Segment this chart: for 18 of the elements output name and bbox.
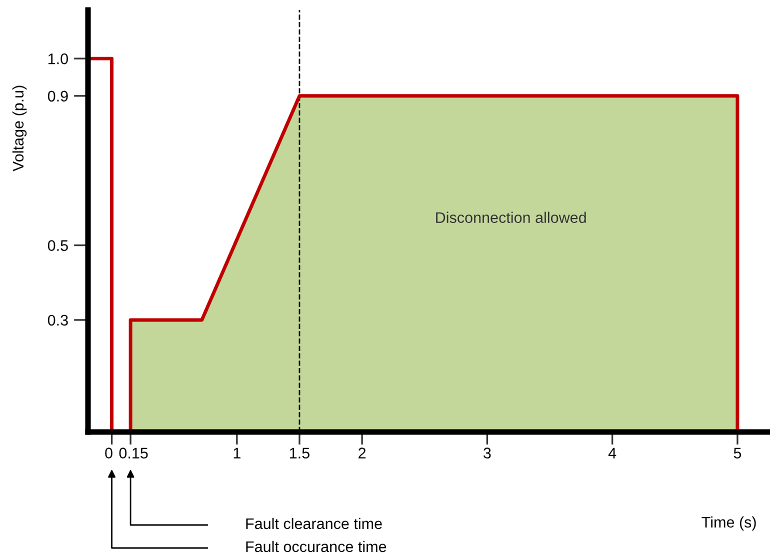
x-tick-label: 2	[358, 448, 366, 458]
x-tick-label: 4	[608, 448, 616, 458]
text: Fault clearance time	[246, 518, 382, 530]
y-axis-title: Voltage (p.u)	[12, 86, 27, 172]
x-tick-label: 3	[484, 448, 491, 458]
x-tick-label: 0.15	[119, 448, 148, 458]
y-tick-label: 0.5	[48, 240, 68, 251]
y-tick-label: 1.0	[48, 53, 68, 64]
y-tick-label: 0.9	[48, 90, 68, 102]
x-tick-label: 1.5	[290, 448, 310, 458]
annotation: Disconnection allowed	[436, 212, 586, 223]
x-tick-label: 5	[734, 448, 742, 458]
x-tick-label: 0	[105, 448, 112, 458]
line-series	[88, 56, 740, 432]
x-tick-label: 1	[234, 448, 240, 458]
y-tick-label: 0.3	[48, 314, 68, 326]
text: Fault occurance time	[246, 540, 386, 552]
x-axis-title: Time (s)	[702, 516, 756, 531]
